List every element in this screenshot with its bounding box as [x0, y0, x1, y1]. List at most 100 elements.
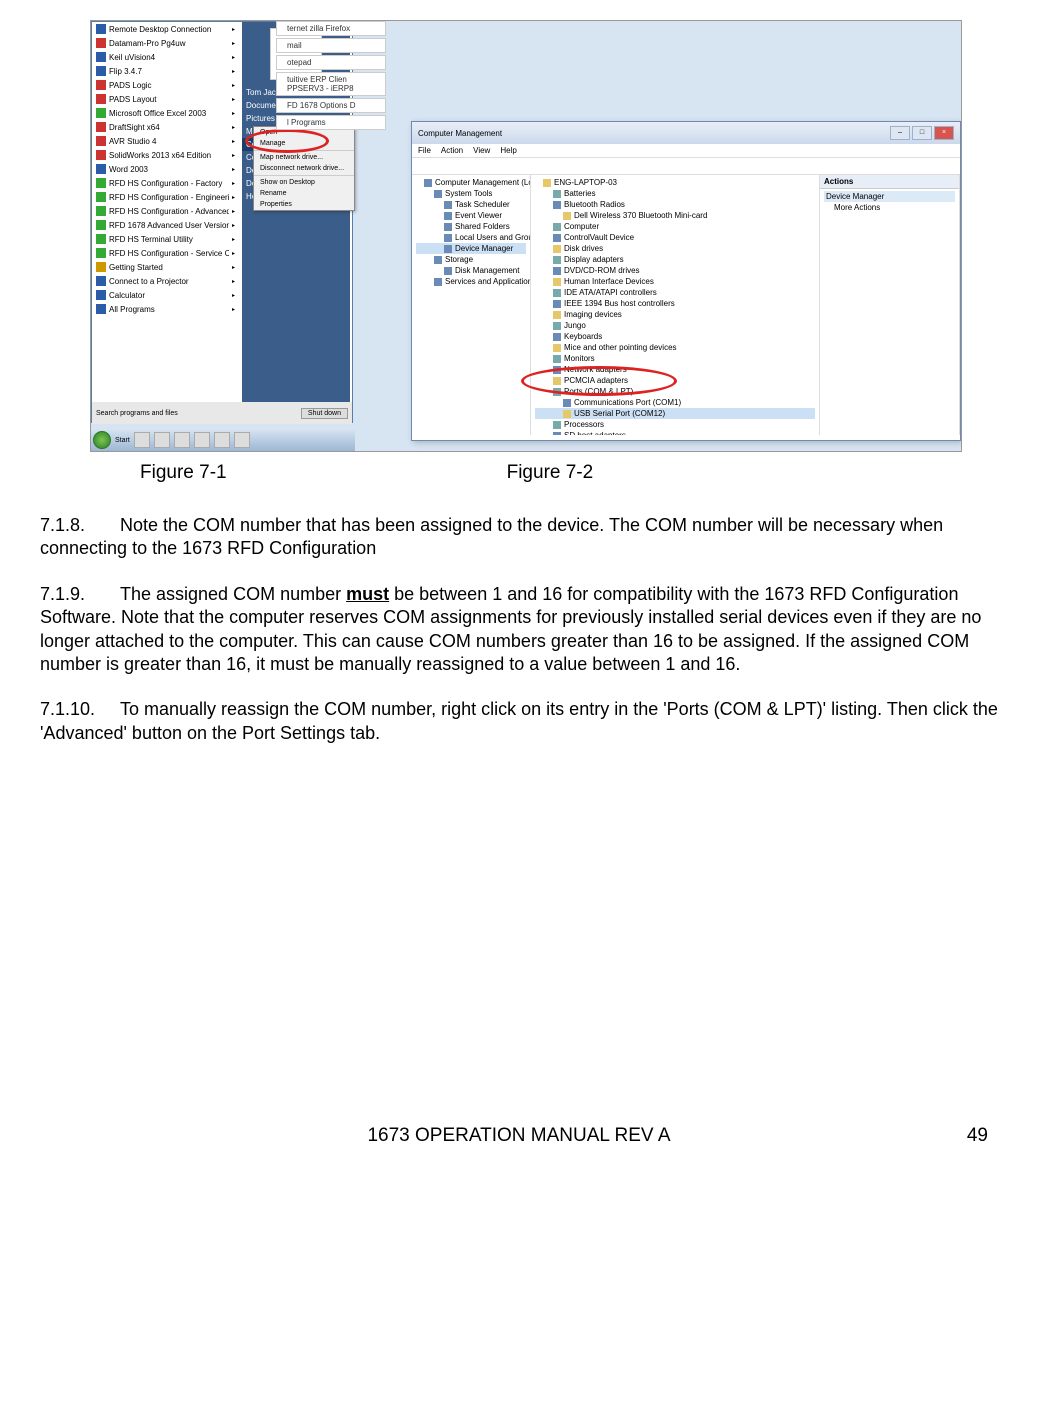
- start-menu-item[interactable]: SolidWorks 2013 x64 Edition▸: [92, 148, 242, 162]
- footer-title: 1673 OPERATION MANUAL REV A: [367, 1125, 670, 1147]
- tree-item[interactable]: Services and Applications: [416, 276, 526, 287]
- device-tree-item[interactable]: Processors: [535, 419, 815, 430]
- background-window-fragment: otepad: [276, 55, 386, 70]
- device-tree-item[interactable]: Human Interface Devices: [535, 276, 815, 287]
- background-window-fragment: l Programs: [276, 115, 386, 130]
- device-tree-item[interactable]: Communications Port (COM1): [535, 397, 815, 408]
- background-window-fragment: FD 1678 Options D: [276, 98, 386, 113]
- menu-item[interactable]: View: [473, 146, 490, 155]
- start-menu-item[interactable]: RFD HS Configuration - Advanced User▸: [92, 204, 242, 218]
- start-menu-item[interactable]: AVR Studio 4▸: [92, 134, 242, 148]
- start-menu-item[interactable]: PADS Layout▸: [92, 92, 242, 106]
- menu-item[interactable]: File: [418, 146, 431, 155]
- start-menu-item[interactable]: Microsoft Office Excel 2003▸: [92, 106, 242, 120]
- taskbar-icon[interactable]: [174, 432, 190, 448]
- device-tree-item[interactable]: Computer: [535, 221, 815, 232]
- window-toolbar: [412, 158, 960, 175]
- section-number: 7.1.8.: [40, 514, 120, 537]
- device-tree-item[interactable]: Mice and other pointing devices: [535, 342, 815, 353]
- emphasis-must: must: [346, 584, 389, 604]
- device-tree-item[interactable]: IEEE 1394 Bus host controllers: [535, 298, 815, 309]
- paragraph-7-1-8: 7.1.8.Note the COM number that has been …: [40, 514, 998, 561]
- start-menu-item[interactable]: RFD HS Configuration - Factory▸: [92, 176, 242, 190]
- start-menu-item[interactable]: Datamam-Pro Pg4uw▸: [92, 36, 242, 50]
- paragraph-text-a: The assigned COM number: [120, 584, 346, 604]
- figure-captions: Figure 7-1 Figure 7-2: [90, 462, 998, 484]
- device-tree-item[interactable]: Jungo: [535, 320, 815, 331]
- background-window-fragments: ternet zilla Firefoxmailotepadtuitive ER…: [276, 21, 386, 281]
- tree-item[interactable]: Disk Management: [416, 265, 526, 276]
- background-window-fragment: mail: [276, 38, 386, 53]
- tree-item[interactable]: Shared Folders: [416, 221, 526, 232]
- taskbar-icon[interactable]: [234, 432, 250, 448]
- page-footer: 1673 OPERATION MANUAL REV A 49: [40, 1125, 998, 1147]
- section-number: 7.1.10.: [40, 698, 120, 721]
- tree-item[interactable]: Storage: [416, 254, 526, 265]
- taskbar-icon[interactable]: [214, 432, 230, 448]
- start-menu-item[interactable]: Remote Desktop Connection▸: [92, 22, 242, 36]
- device-tree-item[interactable]: ControlVault Device: [535, 232, 815, 243]
- annotation-ellipse-usb-serial: [521, 366, 677, 396]
- start-menu-item[interactable]: RFD HS Configuration - Service Center▸: [92, 246, 242, 260]
- paragraph-text: Note the COM number that has been assign…: [40, 515, 943, 558]
- start-menu-item[interactable]: RFD HS Configuration - Engineering▸: [92, 190, 242, 204]
- background-window-fragment: ternet zilla Firefox: [276, 21, 386, 36]
- device-tree-item[interactable]: DVD/CD-ROM drives: [535, 265, 815, 276]
- start-menu-item[interactable]: Calculator▸: [92, 288, 242, 302]
- search-box[interactable]: Search programs and files: [96, 410, 178, 417]
- menu-item[interactable]: Action: [441, 146, 463, 155]
- tree-item[interactable]: Device Manager: [416, 243, 526, 254]
- start-label: Start: [115, 437, 130, 444]
- tree-item[interactable]: Local Users and Groups: [416, 232, 526, 243]
- start-menu-item[interactable]: RFD 1678 Advanced User Version 5.0▸: [92, 218, 242, 232]
- start-menu-item[interactable]: DraftSight x64▸: [92, 120, 242, 134]
- windows-taskbar: Start: [91, 429, 355, 451]
- device-tree-item[interactable]: Imaging devices: [535, 309, 815, 320]
- tree-item[interactable]: Event Viewer: [416, 210, 526, 221]
- device-tree-item[interactable]: Disk drives: [535, 243, 815, 254]
- maximize-button[interactable]: □: [912, 126, 932, 140]
- start-menu-item[interactable]: Word 2003▸: [92, 162, 242, 176]
- paragraph-7-1-9: 7.1.9.The assigned COM number must be be…: [40, 583, 998, 677]
- device-tree-item[interactable]: IDE ATA/ATAPI controllers: [535, 287, 815, 298]
- start-menu-item[interactable]: All Programs▸: [92, 302, 242, 316]
- figure-7-2-label: Figure 7-2: [507, 462, 594, 484]
- device-tree-item[interactable]: Keyboards: [535, 331, 815, 342]
- start-menu-item[interactable]: Flip 3.4.7▸: [92, 64, 242, 78]
- close-button[interactable]: ×: [934, 126, 954, 140]
- start-menu-item[interactable]: RFD HS Terminal Utility▸: [92, 232, 242, 246]
- tree-item[interactable]: Task Scheduler: [416, 199, 526, 210]
- device-tree-item[interactable]: Bluetooth Radios: [535, 199, 815, 210]
- start-menu-item[interactable]: Connect to a Projector▸: [92, 274, 242, 288]
- start-menu-item[interactable]: Getting Started▸: [92, 260, 242, 274]
- tree-item[interactable]: Computer Management (Local): [416, 177, 526, 188]
- taskbar-icon[interactable]: [154, 432, 170, 448]
- start-menu-item[interactable]: Keil uVision4▸: [92, 50, 242, 64]
- section-number: 7.1.9.: [40, 583, 120, 606]
- more-actions[interactable]: More Actions: [824, 202, 955, 213]
- menu-item[interactable]: Help: [500, 146, 516, 155]
- figure-screenshots: Remote Desktop Connection▸Datamam-Pro Pg…: [90, 20, 962, 452]
- device-tree-item[interactable]: Batteries: [535, 188, 815, 199]
- device-tree-item[interactable]: SD host adapters: [535, 430, 815, 435]
- device-tree-item[interactable]: Monitors: [535, 353, 815, 364]
- document-body: 7.1.8.Note the COM number that has been …: [40, 514, 998, 745]
- window-menubar: File Action View Help: [412, 144, 960, 158]
- taskbar-icon[interactable]: [194, 432, 210, 448]
- actions-header: Actions: [820, 175, 959, 189]
- taskbar-icon[interactable]: [134, 432, 150, 448]
- actions-pane: Actions Device Manager More Actions: [820, 175, 960, 435]
- figure-7-1-label: Figure 7-1: [140, 462, 227, 484]
- shutdown-button[interactable]: Shut down: [301, 408, 348, 419]
- minimize-button[interactable]: –: [890, 126, 910, 140]
- device-tree-item[interactable]: ENG-LAPTOP-03: [535, 177, 815, 188]
- console-tree-pane: Computer Management (Local)System ToolsT…: [412, 175, 531, 435]
- actions-item[interactable]: Device Manager: [824, 191, 955, 202]
- start-orb-icon[interactable]: [93, 431, 111, 449]
- device-tree-item[interactable]: USB Serial Port (COM12): [535, 408, 815, 419]
- paragraph-text: To manually reassign the COM number, rig…: [40, 699, 998, 742]
- start-menu-item[interactable]: PADS Logic▸: [92, 78, 242, 92]
- device-tree-item[interactable]: Dell Wireless 370 Bluetooth Mini-card: [535, 210, 815, 221]
- tree-item[interactable]: System Tools: [416, 188, 526, 199]
- device-tree-item[interactable]: Display adapters: [535, 254, 815, 265]
